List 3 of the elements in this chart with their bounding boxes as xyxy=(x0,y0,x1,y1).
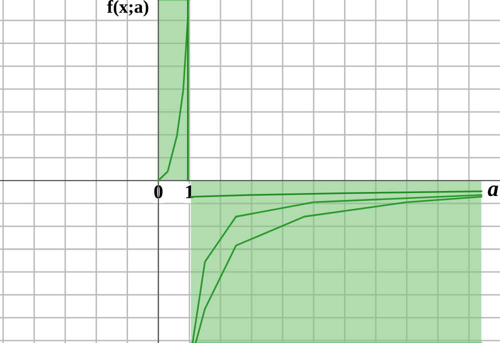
x-axis-title: a xyxy=(488,185,498,196)
x-tick-label: 1 xyxy=(186,185,194,198)
y-axis-title: f(x;a) xyxy=(107,0,148,17)
